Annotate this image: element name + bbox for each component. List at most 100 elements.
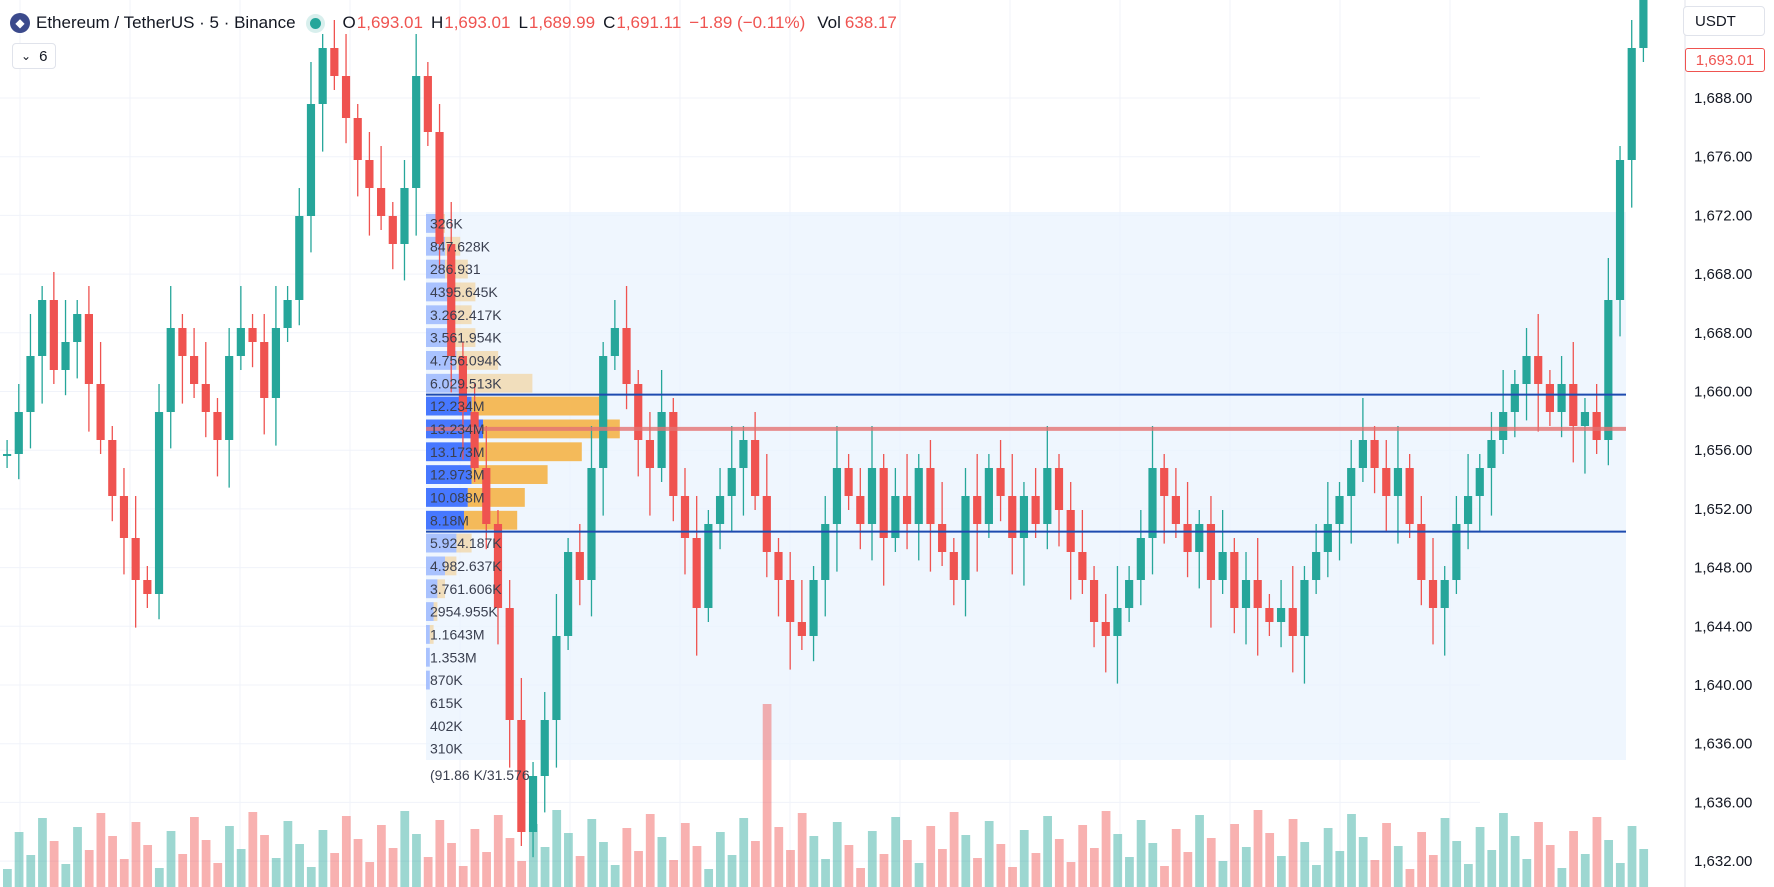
volume-bar (1323, 828, 1333, 887)
price-tick-label: 1,636.00 (1694, 794, 1752, 811)
volume-bar (879, 854, 889, 887)
candle-body (622, 328, 631, 384)
profile-bar-up (433, 602, 438, 621)
volume-bar (575, 856, 585, 887)
volume-bar (283, 821, 293, 887)
volume-bar (669, 860, 678, 887)
volume-bar (727, 855, 737, 887)
candle-body (1089, 580, 1099, 622)
volume-bar (260, 835, 269, 887)
profile-level-label: 8.18M (430, 512, 469, 528)
volume-bar (248, 812, 258, 887)
volume-bar (1335, 851, 1345, 887)
volume-bar (1382, 823, 1391, 887)
volume-bar (1580, 854, 1590, 887)
volume-bar (1557, 868, 1567, 887)
candle-body (295, 216, 304, 300)
candle-body (1499, 412, 1508, 440)
volume-bar (190, 817, 199, 887)
price-tick-label: 1,640.00 (1694, 677, 1752, 694)
profile-level-label: 4.982.637K (430, 558, 502, 574)
candle-body (470, 412, 479, 468)
profile-bar-down (426, 465, 472, 484)
currency-button[interactable]: USDT (1683, 6, 1765, 36)
profile-bar-down (426, 579, 438, 599)
profile-bar-up (471, 396, 601, 416)
candle-body (1312, 552, 1321, 580)
volume-bar (330, 853, 340, 887)
volume-bar (84, 850, 94, 887)
candle-body (517, 720, 526, 832)
price-tick-label: 1,676.00 (1694, 149, 1752, 166)
value-area-lines (426, 393, 1626, 533)
ethereum-icon: ◆ (10, 13, 30, 33)
volume-bar (423, 857, 433, 887)
candle-body (1487, 440, 1496, 468)
profile-bar-up (445, 556, 457, 576)
volume-bar (1101, 811, 1111, 887)
candle-body (949, 552, 958, 580)
volume-profile-labels: 326K 847.628K 286.931 4395.645K 3.262.417K 3.… (430, 215, 530, 783)
volume-bar (505, 838, 515, 887)
profile-level-label: 12.234M (430, 398, 484, 414)
candle-body (669, 412, 678, 496)
candle-body (84, 314, 93, 384)
volume-bar (973, 858, 982, 887)
candle-body (1265, 608, 1274, 622)
candle-body (844, 468, 853, 496)
candle-body (493, 524, 503, 608)
volume-bar (201, 840, 211, 887)
volume-bar (213, 863, 223, 887)
volume-bar (236, 849, 246, 887)
candle-body (926, 468, 935, 524)
profile-summary-label: (91.86 K/31.576 (430, 767, 530, 783)
candle-body (984, 468, 993, 524)
symbol-name[interactable]: Ethereum / TetherUS · 5 · Binance (36, 13, 296, 32)
candle-body (73, 314, 82, 342)
price-tick-label: 1,648.00 (1694, 560, 1752, 577)
volume-bar (1253, 810, 1263, 887)
candle-body (353, 118, 362, 160)
volume-bar (949, 812, 959, 887)
candle-body (914, 468, 923, 524)
volume-bar (891, 817, 901, 887)
volume-bar (1510, 836, 1520, 887)
volume-bar (96, 813, 106, 887)
price-tick-label: 1,668.00 (1694, 325, 1752, 342)
candle-body (61, 342, 70, 370)
volume-bar (739, 818, 749, 887)
candle-body (856, 496, 865, 524)
symbol-legend[interactable]: ◆ Ethereum / TetherUS · 5 · Binance O 1,6… (10, 10, 897, 36)
profile-level-label: 615K (430, 695, 463, 711)
profile-bar-down (426, 647, 430, 667)
price-tick-label: 1,688.00 (1694, 90, 1752, 107)
candle-body (961, 496, 970, 580)
candle-body (435, 132, 444, 244)
volume-bar (365, 862, 375, 887)
candle-body (400, 188, 409, 244)
volume-bar (388, 848, 398, 887)
volume-bar (295, 844, 304, 887)
profile-bar-down (426, 602, 434, 621)
volume-bar (435, 820, 445, 887)
candle-body (680, 496, 690, 538)
volume-bar (832, 822, 842, 887)
candle-body (14, 412, 23, 454)
volume-bar (797, 813, 807, 887)
candle-body (96, 384, 105, 440)
candle-body (645, 440, 655, 468)
candle-body (190, 356, 199, 384)
candle-body (1148, 468, 1157, 538)
volume-bar (3, 869, 12, 887)
profile-level-label: 326K (430, 215, 463, 231)
candle-body (996, 468, 1005, 496)
candle-body (1615, 160, 1625, 300)
candle-body (1534, 356, 1543, 384)
indicators-toggle-button[interactable]: ⌄ 6 (12, 43, 57, 69)
candle-body (482, 468, 491, 524)
volume-bar (400, 811, 410, 887)
volume-bar (1171, 829, 1181, 887)
volume-bar (1347, 814, 1356, 887)
candle-body (1428, 580, 1438, 608)
